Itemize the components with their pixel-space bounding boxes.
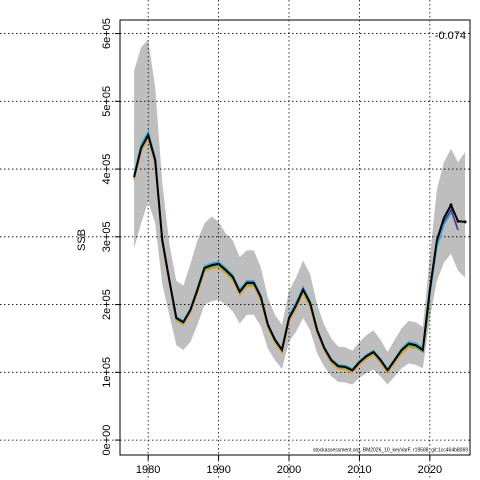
- x-tick-label: 1990: [206, 464, 230, 476]
- y-tick-label: 5e+05: [101, 86, 113, 117]
- data-point: [463, 220, 467, 224]
- y-tick-label: 0e+00: [101, 425, 113, 456]
- y-tick-label: 6e+05: [101, 18, 113, 49]
- y-axis-label: SSB: [76, 229, 88, 251]
- y-tick-label: 3e+05: [101, 221, 113, 252]
- y-tick-label: 1e+05: [101, 357, 113, 388]
- x-tick-label: 2020: [418, 464, 442, 476]
- x-tick-label: 2000: [277, 464, 301, 476]
- x-tick-label: 2010: [347, 464, 371, 476]
- series-line: [133, 132, 466, 373]
- series-line: [133, 136, 416, 375]
- data-point: [456, 219, 460, 223]
- data-point: [449, 203, 453, 207]
- y-tick-label: 4e+05: [101, 154, 113, 185]
- annotation: -0.074: [435, 30, 466, 42]
- x-tick-label: 1980: [136, 464, 160, 476]
- y-tick-label: 2e+05: [101, 289, 113, 320]
- footnote: stockassessment.org, BM2026_10_keyVarF, …: [313, 447, 468, 453]
- plot-frame: [119, 19, 471, 456]
- confidence-band: [134, 39, 466, 385]
